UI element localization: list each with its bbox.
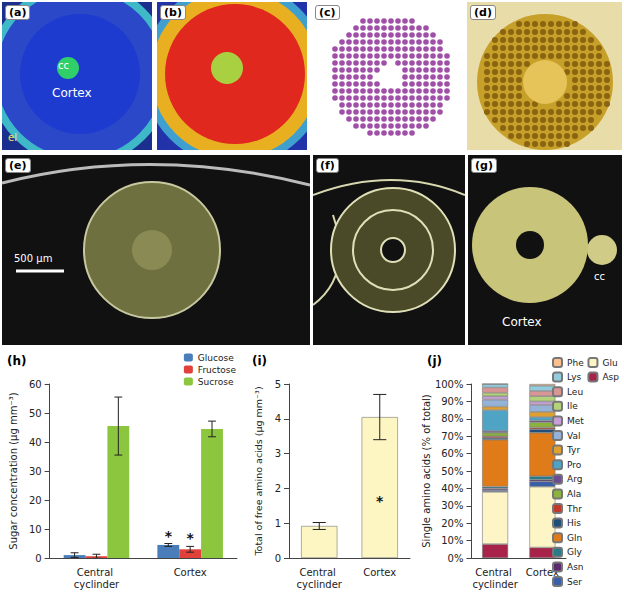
- svg-text:Val: Val: [567, 431, 580, 441]
- svg-text:20%: 20%: [441, 518, 463, 529]
- svg-text:cyclinder: cyclinder: [74, 579, 120, 590]
- html-text:(a): (a): [9, 6, 27, 19]
- svg-text:0: 0: [275, 553, 281, 564]
- svg-text:(h): (h): [7, 354, 27, 368]
- svg-text:Central: Central: [299, 567, 339, 578]
- svg-text:Central: Central: [475, 567, 515, 578]
- svg-text:100%: 100%: [435, 379, 464, 390]
- svg-text:80%: 80%: [441, 413, 463, 424]
- svg-text:Thr: Thr: [566, 504, 582, 514]
- svg-text:90%: 90%: [441, 396, 463, 407]
- svg-text:Tyr: Tyr: [566, 445, 580, 455]
- svg-text:(i): (i): [252, 354, 267, 368]
- svg-text:4: 4: [275, 413, 281, 424]
- svg-text:*: *: [186, 530, 194, 546]
- svg-text:5: 5: [275, 379, 281, 390]
- svg-text:50: 50: [29, 408, 42, 419]
- svg-text:Ser: Ser: [567, 577, 582, 587]
- svg-text:Sucrose: Sucrose: [198, 377, 234, 387]
- html-text:el: el: [8, 132, 17, 143]
- svg-text:His: His: [567, 518, 581, 528]
- svg-text:Arg: Arg: [567, 474, 582, 484]
- svg-text:70%: 70%: [441, 431, 463, 442]
- html-text:cc: cc: [58, 60, 69, 71]
- svg-text:40%: 40%: [441, 483, 463, 494]
- svg-text:20: 20: [29, 495, 42, 506]
- html-text:500 µm: 500 µm: [14, 253, 53, 264]
- svg-text:Ala: Ala: [567, 489, 581, 499]
- svg-text:0: 0: [35, 553, 41, 564]
- svg-text:Sugar concentration (µg mm⁻³): Sugar concentration (µg mm⁻³): [8, 392, 19, 549]
- svg-text:Cortex: Cortex: [363, 567, 396, 578]
- html-text:(c): (c): [319, 6, 336, 19]
- svg-text:1: 1: [275, 518, 281, 529]
- svg-text:cyclinder: cyclinder: [297, 579, 343, 590]
- svg-text:Met: Met: [567, 416, 584, 426]
- html-text:(e): (e): [9, 159, 27, 172]
- svg-text:Central: Central: [77, 567, 117, 578]
- svg-text:10%: 10%: [441, 535, 463, 546]
- html-text:(g): (g): [475, 159, 493, 172]
- svg-text:Single amino acids (% of total: Single amino acids (% of total): [421, 394, 432, 548]
- svg-text:cyclinder: cyclinder: [472, 579, 518, 590]
- html-text:Cortex: Cortex: [502, 315, 542, 329]
- html-text:(f): (f): [320, 159, 335, 172]
- svg-text:30: 30: [29, 466, 42, 477]
- svg-text:60%: 60%: [441, 448, 463, 459]
- svg-text:Pro: Pro: [567, 460, 582, 470]
- svg-text:Cortex: Cortex: [174, 567, 207, 578]
- svg-text:*: *: [165, 528, 173, 544]
- svg-text:Glucose: Glucose: [198, 353, 234, 363]
- svg-text:Cortex: Cortex: [525, 566, 559, 578]
- svg-text:Gly: Gly: [567, 547, 582, 557]
- svg-text:Total of free amino acids (µg: Total of free amino acids (µg mm⁻³): [253, 386, 264, 556]
- html-text:(d): (d): [474, 6, 492, 19]
- svg-text:Asp: Asp: [602, 372, 619, 382]
- svg-text:Gln: Gln: [567, 533, 582, 543]
- svg-text:Asn: Asn: [567, 562, 584, 572]
- svg-text:(j): (j): [427, 354, 442, 368]
- html-text:(b): (b): [164, 6, 182, 19]
- svg-text:0%: 0%: [448, 553, 464, 564]
- svg-text:3: 3: [275, 448, 281, 459]
- svg-text:Lys: Lys: [567, 372, 582, 382]
- svg-text:2: 2: [275, 483, 281, 494]
- svg-text:Fructose: Fructose: [198, 365, 237, 375]
- svg-text:Glu: Glu: [602, 358, 617, 368]
- svg-text:Phe: Phe: [567, 358, 584, 368]
- svg-text:*: *: [376, 493, 384, 509]
- html-text:cc: cc: [594, 271, 605, 282]
- svg-text:60: 60: [29, 379, 42, 390]
- svg-text:40: 40: [29, 437, 42, 448]
- svg-text:Leu: Leu: [567, 387, 583, 397]
- html-text:Cortex: Cortex: [52, 86, 92, 100]
- svg-text:50%: 50%: [441, 466, 463, 477]
- svg-text:Ile: Ile: [567, 401, 578, 411]
- svg-text:10: 10: [29, 524, 42, 535]
- svg-text:30%: 30%: [441, 500, 463, 511]
